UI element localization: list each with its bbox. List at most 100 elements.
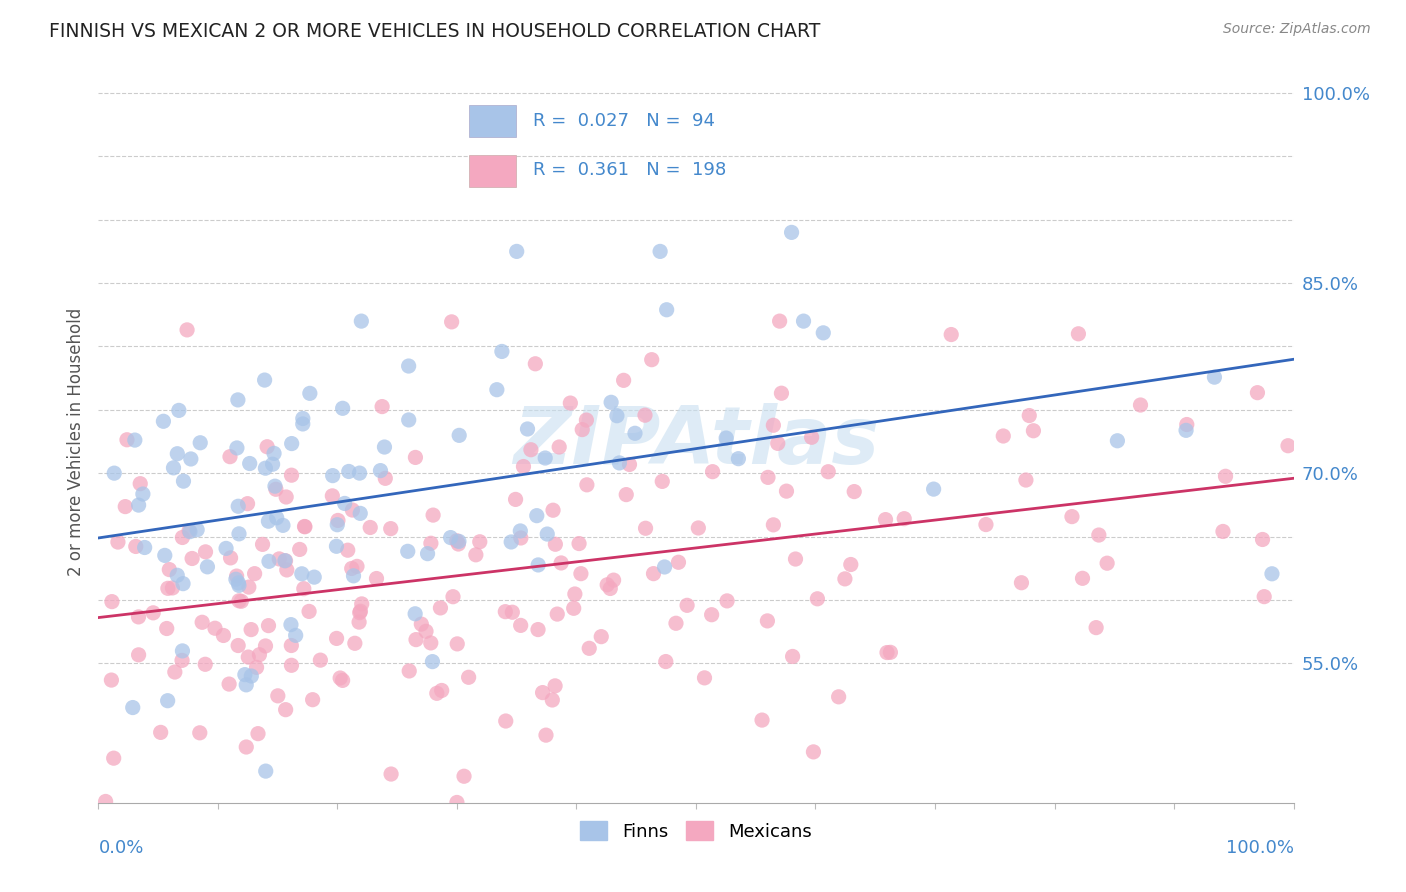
Point <box>766 436 789 450</box>
Point <box>186 523 208 537</box>
Point <box>1261 566 1284 581</box>
Point <box>247 726 270 740</box>
Point <box>366 572 388 586</box>
Point <box>215 541 238 556</box>
Point <box>226 441 249 455</box>
Point <box>648 244 672 259</box>
Point <box>575 478 598 492</box>
Point <box>172 474 194 488</box>
Point <box>254 461 277 475</box>
Point <box>233 667 256 681</box>
Point <box>371 400 394 414</box>
Point <box>380 522 402 536</box>
Point <box>751 713 773 727</box>
Point <box>134 541 156 555</box>
Point <box>179 524 201 539</box>
Point <box>813 326 835 340</box>
Point <box>228 526 250 541</box>
Point <box>762 418 785 433</box>
Point <box>332 673 354 688</box>
Point <box>153 549 176 563</box>
Point <box>197 559 219 574</box>
Point <box>665 616 688 631</box>
Point <box>226 500 249 514</box>
Point <box>149 725 172 739</box>
Point <box>606 409 628 423</box>
Point <box>373 440 395 454</box>
Point <box>266 510 288 524</box>
Point <box>411 617 433 632</box>
Point <box>541 503 564 517</box>
Point <box>468 534 491 549</box>
Text: FINNISH VS MEXICAN 2 OR MORE VEHICLES IN HOUSEHOLD CORRELATION CHART: FINNISH VS MEXICAN 2 OR MORE VEHICLES IN… <box>49 22 821 41</box>
Point <box>172 576 194 591</box>
Point <box>426 686 449 700</box>
Point <box>568 536 591 550</box>
Point <box>322 468 344 483</box>
Point <box>121 700 143 714</box>
Point <box>688 521 710 535</box>
Point <box>239 457 262 471</box>
Point <box>326 513 349 527</box>
Point <box>103 751 125 765</box>
Point <box>114 500 136 514</box>
Point <box>398 359 420 373</box>
Point <box>225 569 247 583</box>
Point <box>770 386 793 401</box>
Point <box>125 540 148 554</box>
Point <box>803 745 825 759</box>
Point <box>280 658 302 673</box>
Point <box>166 447 188 461</box>
Point <box>634 408 657 422</box>
Point <box>922 482 945 496</box>
Point <box>396 544 419 558</box>
Point <box>240 623 263 637</box>
Point <box>562 601 585 615</box>
Point <box>359 520 381 534</box>
Point <box>350 597 373 611</box>
Point <box>1060 509 1083 524</box>
Point <box>349 606 371 620</box>
Point <box>181 551 204 566</box>
Point <box>520 442 543 457</box>
Point <box>333 496 356 510</box>
Point <box>253 373 276 387</box>
Point <box>1212 524 1234 539</box>
Point <box>727 451 749 466</box>
Point <box>613 373 636 387</box>
Point <box>166 568 188 582</box>
Point <box>128 610 150 624</box>
Point <box>188 726 211 740</box>
Point <box>172 531 194 545</box>
Point <box>257 554 280 568</box>
Point <box>509 618 531 632</box>
Point <box>156 694 179 708</box>
Point <box>228 578 250 592</box>
Point <box>512 459 534 474</box>
Point <box>342 569 364 583</box>
Point <box>231 594 253 608</box>
Point <box>152 414 174 428</box>
Point <box>343 636 366 650</box>
Point <box>349 507 371 521</box>
Point <box>464 548 486 562</box>
Point <box>550 556 572 570</box>
Point <box>204 621 226 635</box>
Point <box>941 327 963 342</box>
Point <box>416 547 439 561</box>
Point <box>834 572 856 586</box>
Point <box>350 314 373 328</box>
Point <box>1010 575 1032 590</box>
Point <box>342 503 364 517</box>
Point <box>768 314 790 328</box>
Point <box>163 665 186 679</box>
Point <box>380 767 402 781</box>
Point <box>280 436 302 450</box>
Point <box>269 552 291 566</box>
Point <box>422 655 444 669</box>
Point <box>806 591 828 606</box>
Point <box>404 450 426 465</box>
Point <box>596 578 619 592</box>
Point <box>347 615 370 629</box>
Point <box>422 508 444 522</box>
